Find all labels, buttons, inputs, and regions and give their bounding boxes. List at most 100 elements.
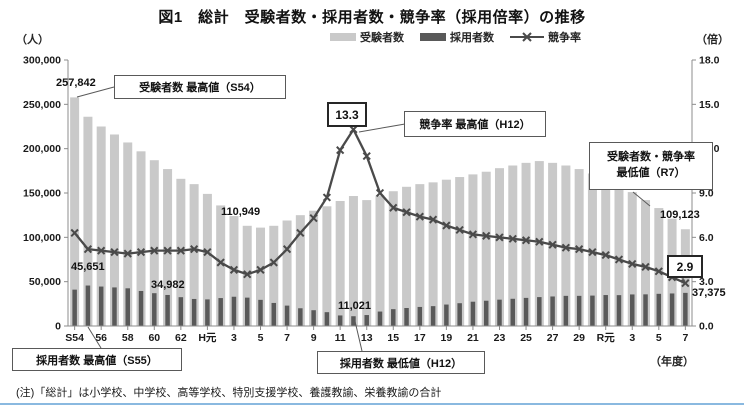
bar-applicants xyxy=(494,168,504,326)
rate-marker-x xyxy=(628,259,637,269)
bar-hired xyxy=(563,295,569,326)
bar-hired xyxy=(364,315,369,326)
x-tick-label: 19 xyxy=(441,332,453,344)
rate-line-marker-icon xyxy=(510,32,544,42)
left-tick-label: 0 xyxy=(55,321,61,333)
bar-applicants xyxy=(322,206,332,326)
r7-min-callout-line2: 最低値（R7） xyxy=(616,167,686,179)
bar-applicants xyxy=(587,173,597,326)
x-tick-label: 27 xyxy=(547,332,559,344)
rate-marker-x xyxy=(229,265,239,274)
bar-applicants xyxy=(282,220,292,326)
bar-applicants xyxy=(375,195,385,326)
rate-marker-x xyxy=(309,214,318,223)
bar-applicants xyxy=(109,134,119,326)
applicants-local-min-value: 110,949 xyxy=(221,206,261,218)
bar-hired xyxy=(298,308,303,326)
bar-hired xyxy=(112,287,117,326)
rate-marker-x xyxy=(70,228,79,238)
bar-hired xyxy=(152,293,157,326)
bar-applicants xyxy=(96,126,106,326)
hired-mid-value: 34,982 xyxy=(151,279,185,291)
bar-applicants xyxy=(335,200,345,326)
right-axis-unit: （倍） xyxy=(696,34,729,46)
x-tick-label: 3 xyxy=(231,332,237,344)
rate-marker-x xyxy=(216,258,225,267)
x-tick-label: 60 xyxy=(148,332,160,344)
x-tick-label: 7 xyxy=(284,332,290,344)
hired-min-callout: 採用者数 最低値（H12） xyxy=(317,351,485,374)
bar-hired xyxy=(244,297,250,326)
rate-marker-x xyxy=(349,125,358,134)
hired-swatch-icon xyxy=(420,33,446,41)
bar-hired xyxy=(231,296,237,326)
rate-marker-x xyxy=(362,151,371,161)
x-tick-label: 15 xyxy=(387,332,399,344)
bar-applicants xyxy=(641,200,651,326)
bar-hired xyxy=(590,295,595,326)
bar-applicants xyxy=(242,225,252,326)
rate-marker-x xyxy=(282,245,292,254)
legend-label-hired: 採用者数 xyxy=(450,32,494,44)
bar-hired xyxy=(311,310,316,326)
x-tick-label: 25 xyxy=(520,332,532,344)
bar-applicants xyxy=(561,165,571,326)
bar-applicants xyxy=(508,165,518,326)
x-tick-label: 23 xyxy=(494,332,506,344)
bar-hired xyxy=(683,292,688,326)
bar-applicants xyxy=(402,186,412,326)
left-tick-label: 50,000 xyxy=(29,276,61,288)
rate-marker-x xyxy=(296,228,305,238)
x-tick-label: 62 xyxy=(175,332,187,344)
page-bottom-border xyxy=(0,403,744,405)
bar-applicants xyxy=(614,185,624,326)
bar-hired xyxy=(550,296,555,326)
bar-hired xyxy=(537,297,542,326)
footnote: (注)「総計」は小学校、中学校、高等学校、特別支援学校、養護教諭、栄養教諭の合計 xyxy=(16,387,442,399)
legend-item-rate: 競争率 xyxy=(510,29,581,45)
bar-applicants xyxy=(362,200,372,326)
rate-marker-x xyxy=(375,188,385,198)
bar-hired xyxy=(417,306,423,326)
bar-applicants xyxy=(176,178,186,326)
rate-marker-x xyxy=(402,208,411,217)
x-tick-label: 58 xyxy=(122,332,134,344)
rate-marker-x xyxy=(575,245,584,254)
bar-hired xyxy=(576,295,582,326)
rate-marker-x xyxy=(641,262,650,271)
bar-hired xyxy=(669,293,675,326)
rate-marker-x xyxy=(190,245,199,254)
bar-hired xyxy=(72,289,77,326)
legend-item-hired: 採用者数 xyxy=(420,29,494,45)
bar-applicants xyxy=(70,97,80,326)
rate-marker-x xyxy=(203,248,212,257)
bar-hired xyxy=(125,288,130,326)
hired-last-value: 37,375 xyxy=(692,287,726,299)
rate-marker-x xyxy=(336,146,345,155)
hired-max-callout: 採用者数 最高値（S55） xyxy=(12,348,182,371)
bar-applicants xyxy=(428,182,438,326)
legend: 受験者数 採用者数 競争率 xyxy=(330,29,581,45)
bar-hired xyxy=(643,294,648,326)
rate-marker-x xyxy=(495,233,504,242)
x-axis-unit: （年度） xyxy=(650,356,694,368)
rate-marker-x xyxy=(508,234,517,243)
x-tick-label: S54 xyxy=(65,332,84,344)
chart-title: 図1 総計 受験者数・採用者数・競争率（採用倍率）の推移 xyxy=(158,9,586,26)
rate-marker-x xyxy=(468,230,478,239)
right-tick-label: 3.0 xyxy=(699,276,714,288)
legend-label-applicants: 受験者数 xyxy=(360,32,404,44)
x-tick-label: 13 xyxy=(361,332,373,344)
bar-applicants xyxy=(136,151,146,326)
rate-marker-x xyxy=(588,248,597,257)
rate-marker-x xyxy=(322,193,332,202)
bar-applicants xyxy=(309,210,319,326)
bar-applicants xyxy=(468,174,478,326)
bar-hired xyxy=(656,293,662,326)
bar-applicants xyxy=(149,160,159,326)
bar-hired xyxy=(178,297,184,326)
rate-marker-x xyxy=(601,250,610,260)
rate-marker-x xyxy=(389,203,398,212)
rate-marker-x xyxy=(681,279,690,288)
